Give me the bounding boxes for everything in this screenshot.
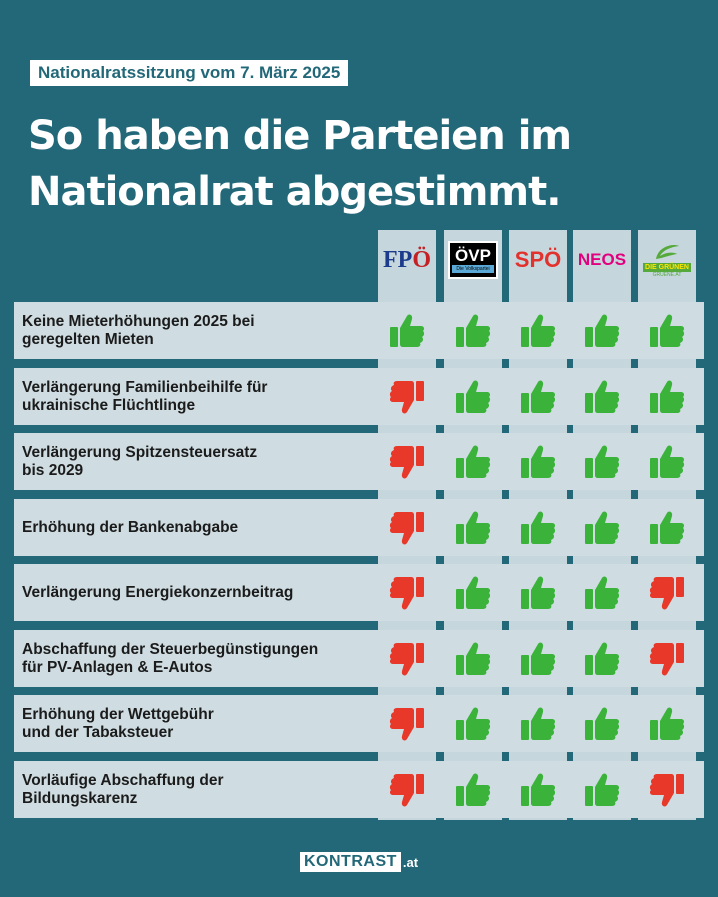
motion-label: Verlängerung Energiekonzernbeitrag <box>14 564 370 621</box>
thumbs-up-icon <box>518 378 558 416</box>
party-logo-oevp: ÖVP Die Volkspartei <box>444 240 502 280</box>
motion-text-line-1: Abschaffung der Steuerbegünstigungen <box>22 640 319 658</box>
thumbs-up-icon <box>453 509 493 547</box>
motion-text: Verlängerung Energiekonzernbeitrag <box>22 584 293 602</box>
motion-text: Abschaffung der Steuerbegünstigungen für … <box>22 641 318 677</box>
motion-label: Erhöhung der Bankenabgabe <box>14 499 370 556</box>
thumbs-up-icon <box>518 574 558 612</box>
motion-text-line-1: Verlängerung Spitzensteuersatz <box>22 443 258 461</box>
thumbs-up-icon <box>518 771 558 809</box>
thumbs-up-icon <box>518 312 558 350</box>
motion-label: Abschaffung der Steuerbegünstigungen für … <box>14 630 370 687</box>
oevp-logo-sub: Die Volkspartei <box>452 265 494 273</box>
thumbs-down-icon <box>387 640 427 678</box>
motion-text-line-1: Verlängerung Energiekonzernbeitrag <box>22 583 294 601</box>
motion-text: Erhöhung der Wettgebühr und der Tabaksteu… <box>22 706 214 742</box>
thumbs-up-icon <box>647 378 687 416</box>
gruene-logo-text: DIE GRÜNEN <box>643 262 691 272</box>
thumbs-up-icon <box>518 509 558 547</box>
thumbs-up-icon <box>582 509 622 547</box>
headline: So haben die Parteien im Nationalrat abg… <box>28 108 628 220</box>
thumbs-down-icon <box>387 574 427 612</box>
thumbs-up-icon <box>453 443 493 481</box>
thumbs-up-icon <box>647 509 687 547</box>
kontrast-logo: KONTRAST .at <box>300 851 418 873</box>
thumbs-up-icon <box>582 443 622 481</box>
motion-label: Verlängerung Familienbeihilfe für ukraini… <box>14 368 370 425</box>
fpoe-logo-accent: Ö <box>412 246 431 273</box>
motion-label: Keine Mieterhöhungen 2025 bei geregelten … <box>14 302 370 359</box>
thumbs-up-icon <box>647 705 687 743</box>
motion-label: Erhöhung der Wettgebühr und der Tabaksteu… <box>14 695 370 752</box>
thumbs-down-icon <box>387 378 427 416</box>
motion-text: Erhöhung der Bankenabgabe <box>22 519 238 537</box>
fpoe-logo-text: FP <box>383 246 413 273</box>
motion-text-line-2: Bildungskarenz <box>22 789 138 807</box>
thumbs-down-icon <box>647 574 687 612</box>
motion-text-line-2: bis 2029 <box>22 461 84 479</box>
motion-text-line-2: ukrainische Flüchtlinge <box>22 396 196 414</box>
party-logo-neos: NEOS <box>573 240 631 280</box>
thumbs-down-icon <box>387 771 427 809</box>
thumbs-up-icon <box>582 771 622 809</box>
motion-text: Keine Mieterhöhungen 2025 bei geregelten … <box>22 313 255 349</box>
thumbs-down-icon <box>387 443 427 481</box>
thumbs-up-icon <box>582 574 622 612</box>
motion-text: Vorläufige Abschaffung der Bildungskarenz <box>22 772 224 808</box>
thumbs-down-icon <box>647 771 687 809</box>
thumbs-up-icon <box>453 574 493 612</box>
thumbs-down-icon <box>387 705 427 743</box>
spoe-logo-text: SPÖ <box>514 247 562 272</box>
motion-label: Verlängerung Spitzensteuersatz bis 2029 <box>14 433 370 490</box>
thumbs-up-icon <box>647 443 687 481</box>
gruene-logo-url: GRUENE.AT <box>652 271 682 278</box>
thumbs-up-icon <box>453 312 493 350</box>
motion-text-line-1: Keine Mieterhöhungen 2025 bei <box>22 312 255 330</box>
thumbs-up-icon <box>387 312 427 350</box>
motion-text-line-2: geregelten Mieten <box>22 330 154 348</box>
thumbs-up-icon <box>582 640 622 678</box>
kontrast-tld: .at <box>402 854 419 870</box>
motion-text-line-1: Erhöhung der Bankenabgabe <box>22 518 239 536</box>
party-logo-spoe: SPÖ <box>509 240 567 280</box>
motion-text-line-1: Verlängerung Familienbeihilfe für <box>22 378 268 396</box>
headline-line-2: Nationalrat abgestimmt. <box>28 169 561 215</box>
neos-logo-text: NEOS <box>577 250 627 269</box>
kontrast-brand: KONTRAST <box>300 852 401 872</box>
thumbs-up-icon <box>582 705 622 743</box>
thumbs-up-icon <box>453 771 493 809</box>
thumbs-up-icon <box>453 378 493 416</box>
thumbs-up-icon <box>518 705 558 743</box>
motion-text-line-1: Vorläufige Abschaffung der <box>22 771 224 789</box>
thumbs-up-icon <box>453 640 493 678</box>
motion-text: Verlängerung Familienbeihilfe für ukraini… <box>22 379 267 415</box>
motion-text: Verlängerung Spitzensteuersatz bis 2029 <box>22 444 257 480</box>
thumbs-up-icon <box>518 443 558 481</box>
party-logo-fpoe: FPÖ <box>378 240 436 280</box>
thumbs-up-icon <box>582 312 622 350</box>
headline-line-1: So haben die Parteien im <box>28 113 572 159</box>
thumbs-up-icon <box>647 312 687 350</box>
thumbs-down-icon <box>387 509 427 547</box>
motion-text-line-2: für PV-Anlagen & E-Autos <box>22 658 213 676</box>
thumbs-up-icon <box>582 378 622 416</box>
oevp-logo-text: ÖVP <box>455 246 491 265</box>
party-logo-gruene: DIE GRÜNEN GRUENE.AT <box>638 240 696 280</box>
thumbs-down-icon <box>647 640 687 678</box>
thumbs-up-icon <box>518 640 558 678</box>
gruene-leaf-icon <box>655 244 679 259</box>
motion-label: Vorläufige Abschaffung der Bildungskarenz <box>14 761 370 818</box>
motion-text-line-2: und der Tabaksteuer <box>22 723 174 741</box>
thumbs-up-icon <box>453 705 493 743</box>
motion-text-line-1: Erhöhung der Wettgebühr <box>22 705 214 723</box>
date-label: Nationalratssitzung vom 7. März 2025 <box>30 60 349 86</box>
